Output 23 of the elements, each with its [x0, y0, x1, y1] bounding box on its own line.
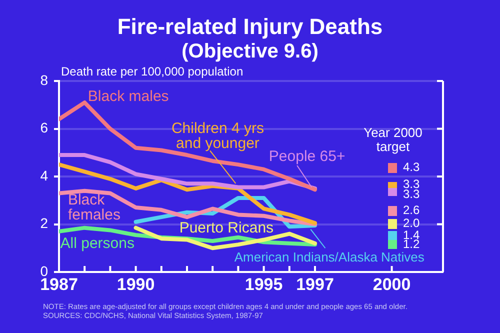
- y-axis-title: Death rate per 100,000 population: [61, 64, 244, 78]
- y-tick-label: 2: [40, 215, 48, 232]
- series-label: Black females: [68, 192, 120, 224]
- x-tick-label: 1995: [244, 274, 283, 294]
- series-label: Black males: [88, 88, 169, 106]
- series-label: Puerto Ricans: [179, 219, 274, 236]
- annotation: Year 2000 target: [362, 125, 424, 154]
- y-tick-label: 8: [40, 72, 48, 88]
- y-tick-label: 6: [40, 120, 48, 136]
- chart-subtitle: (Objective 9.6): [182, 40, 318, 63]
- chart-title: Fire-related Injury Deaths: [117, 14, 383, 40]
- y-tick-label: 0: [40, 262, 48, 279]
- annotation: 2.6: [403, 203, 420, 217]
- series-label: All persons: [60, 235, 134, 252]
- legend-label: American Indians/Alaska Natives: [234, 249, 425, 264]
- x-tick-label: 1997: [296, 274, 334, 294]
- x-tick-label: 2000: [372, 274, 411, 294]
- series-label: People 65+: [268, 148, 346, 165]
- annotation: 4.3: [403, 160, 420, 174]
- y-tick-label: 4: [40, 167, 48, 184]
- x-tick-label: 1990: [116, 274, 155, 294]
- series-label: Children 4 yrs and younger: [171, 120, 264, 152]
- annotation: 2.0: [403, 216, 420, 230]
